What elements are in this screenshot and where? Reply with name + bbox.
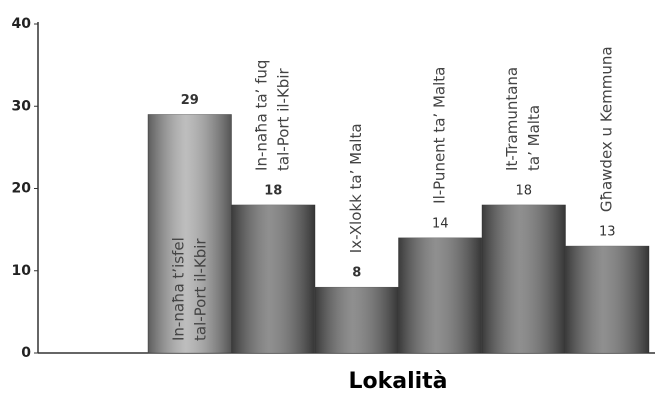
bar-shade	[565, 246, 649, 353]
y-tick-label: 30	[12, 98, 32, 114]
bar-shade	[231, 204, 315, 353]
value-label: 29	[181, 93, 199, 108]
category-label: Għawdex u Kemmuna	[598, 46, 616, 212]
category-label: Il-Punent ta’ Malta	[431, 67, 449, 204]
category-label: tal-Port il-Kbir	[275, 68, 293, 171]
x-axis-title: Lokalità	[348, 369, 447, 393]
y-tick-label: 0	[21, 345, 31, 361]
value-label: 18	[515, 183, 532, 198]
category-label: In-naħa ta’ fuq	[253, 60, 271, 171]
bar-shade	[148, 114, 232, 353]
y-tick-label: 20	[12, 181, 32, 197]
category-label: Ix-Xlokk ta’ Malta	[347, 123, 365, 253]
y-tick-label: 40	[12, 16, 32, 32]
category-label: It-Tramuntana	[503, 67, 521, 171]
y-tick-label: 10	[12, 263, 32, 279]
category-label: ta’ Malta	[525, 105, 543, 171]
value-label: 8	[352, 266, 361, 281]
value-label: 14	[432, 216, 449, 231]
value-label: 13	[599, 225, 616, 240]
category-label: tal-Port il-Kbir	[191, 238, 209, 341]
bar-shade	[482, 204, 566, 353]
bar-shade	[398, 237, 482, 353]
value-label: 18	[264, 183, 282, 198]
category-label: In-naħa t’isfel	[169, 237, 187, 341]
bar-shade	[315, 287, 399, 353]
